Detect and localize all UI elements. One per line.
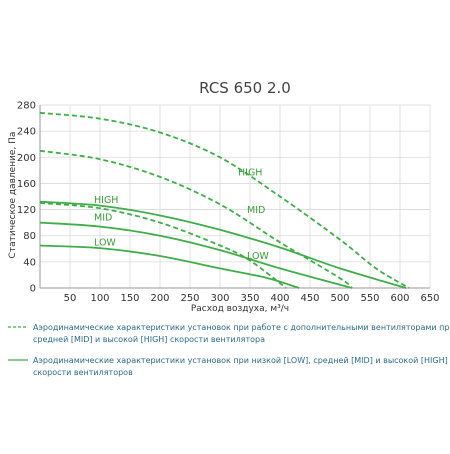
- legend-solid-line-1: Аэродинамические характеристики установо…: [33, 356, 448, 365]
- series-annotation: MID: [247, 205, 265, 216]
- series-line-solid-low: [39, 244, 300, 289]
- grid: [39, 104, 431, 289]
- x-tick-label: 450: [300, 293, 319, 304]
- series-annotation: MID: [94, 213, 112, 224]
- y-tick-label: 200: [17, 153, 36, 164]
- x-tick-label: 550: [360, 293, 379, 304]
- x-tick-label: 50: [64, 293, 77, 304]
- legend-dashed-line-2: средней [MID] и высокой [HIGH] скорости …: [33, 335, 265, 344]
- series-line-dashed-high: [39, 111, 410, 289]
- x-tick-label: 350: [240, 293, 259, 304]
- y-tick-label: 40: [23, 257, 36, 268]
- series-annotation: HIGH: [94, 195, 118, 206]
- y-tick-label: 160: [17, 179, 36, 190]
- series-annotation: LOW: [94, 238, 116, 249]
- x-axis-label: Расход воздуха, м³/ч: [191, 304, 289, 314]
- x-tick-label: 150: [120, 293, 139, 304]
- series-layer: [39, 111, 410, 289]
- y-tick-label: 240: [17, 127, 36, 138]
- series-labels: HIGH MID LOW HIGH MID LOW: [94, 168, 269, 263]
- y-tick-label: 120: [17, 205, 36, 216]
- x-tick-label: 650: [420, 293, 439, 304]
- x-tick-label: 600: [390, 293, 409, 304]
- x-tick-label: 200: [150, 293, 169, 304]
- x-tick-label: 500: [330, 293, 349, 304]
- series-annotation: HIGH: [238, 168, 262, 179]
- x-tick-label: 400: [270, 293, 289, 304]
- series-annotation: LOW: [247, 251, 269, 262]
- y-axis-label: Статическое давление, Па: [8, 132, 18, 259]
- x-tick-label: 100: [90, 293, 109, 304]
- y-tick-label: 80: [23, 231, 36, 242]
- series-line-dashed-low: [39, 202, 287, 289]
- legend-solid-line-2: скорости вентиляторов: [33, 368, 133, 377]
- axes: 0 40 80 120 160 200 240 280 50 100 150 200 250 300 350…: [17, 101, 440, 305]
- legend: Аэродинамические характеристики установо…: [8, 323, 450, 377]
- x-tick-label: 250: [180, 293, 199, 304]
- series-line-dashed-mid: [39, 149, 353, 289]
- x-tick-label: 300: [210, 293, 229, 304]
- series-line-solid-high: [39, 200, 407, 289]
- y-tick-label: 0: [30, 284, 36, 295]
- series-line-solid-mid: [39, 221, 353, 289]
- y-tick-label: 280: [17, 101, 36, 112]
- chart-title: RCS 650 2.0: [199, 79, 291, 97]
- legend-dashed-line-1: Аэродинамические характеристики установо…: [33, 323, 450, 332]
